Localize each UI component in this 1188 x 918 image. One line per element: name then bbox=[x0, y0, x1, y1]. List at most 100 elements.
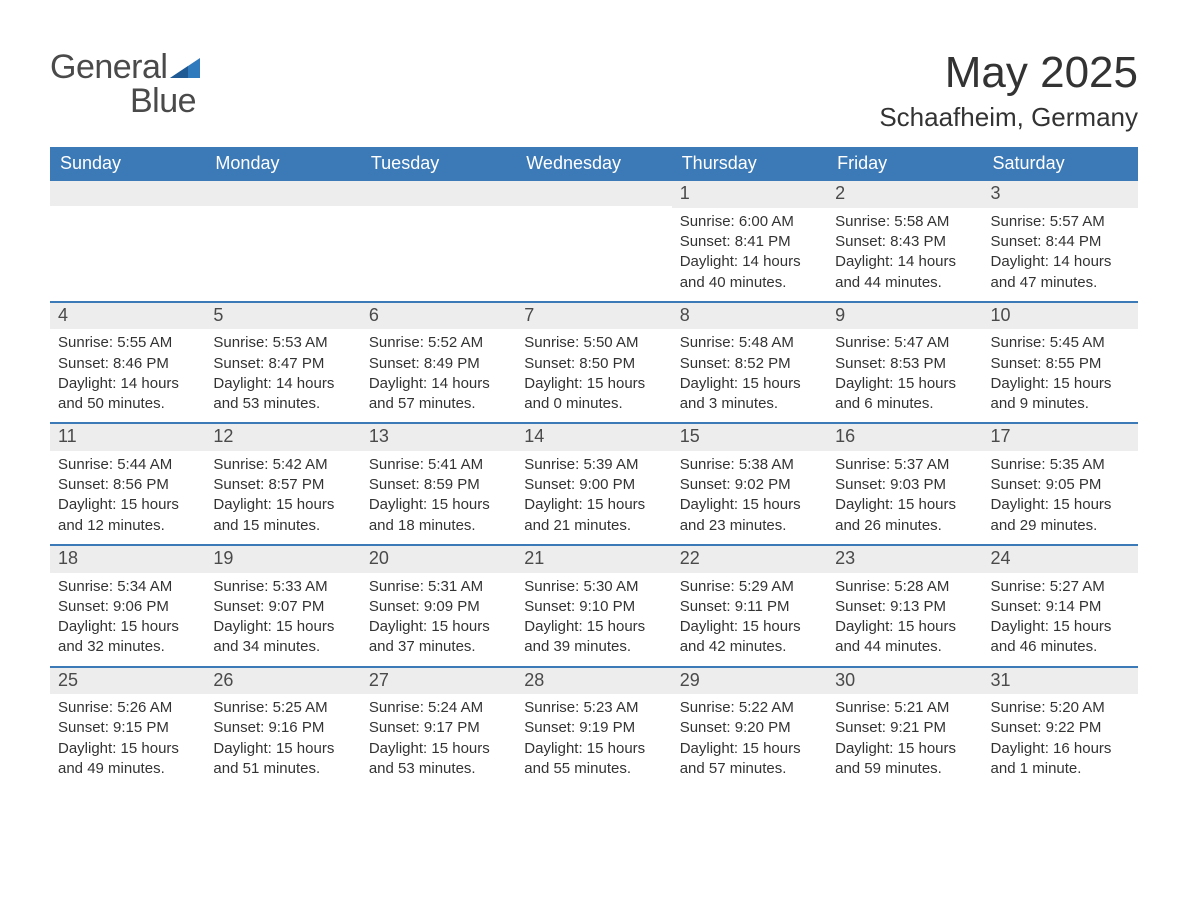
day-body-empty bbox=[361, 206, 516, 296]
day-cell: 31Sunrise: 5:20 AMSunset: 9:22 PMDayligh… bbox=[983, 668, 1138, 788]
daylight-line-2: and 42 minutes. bbox=[680, 637, 819, 657]
daylight-line-1: Daylight: 15 hours bbox=[524, 374, 663, 394]
day-body: Sunrise: 5:45 AMSunset: 8:55 PMDaylight:… bbox=[983, 329, 1138, 422]
day-cell: 12Sunrise: 5:42 AMSunset: 8:57 PMDayligh… bbox=[205, 424, 360, 544]
day-number: 19 bbox=[205, 546, 360, 573]
sunset-line: Sunset: 9:09 PM bbox=[369, 597, 508, 617]
daylight-line-2: and 3 minutes. bbox=[680, 394, 819, 414]
daylight-line-2: and 47 minutes. bbox=[991, 273, 1130, 293]
daylight-line-1: Daylight: 15 hours bbox=[991, 495, 1130, 515]
day-cell: 16Sunrise: 5:37 AMSunset: 9:03 PMDayligh… bbox=[827, 424, 982, 544]
day-cell: 29Sunrise: 5:22 AMSunset: 9:20 PMDayligh… bbox=[672, 668, 827, 788]
day-body: Sunrise: 5:21 AMSunset: 9:21 PMDaylight:… bbox=[827, 694, 982, 787]
sunrise-line: Sunrise: 5:23 AM bbox=[524, 698, 663, 718]
sunrise-line: Sunrise: 5:22 AM bbox=[680, 698, 819, 718]
daylight-line-1: Daylight: 15 hours bbox=[58, 617, 197, 637]
day-number: 5 bbox=[205, 303, 360, 330]
logo-wordmark: General Blue bbox=[50, 50, 200, 118]
daylight-line-2: and 32 minutes. bbox=[58, 637, 197, 657]
day-number: 13 bbox=[361, 424, 516, 451]
sunset-line: Sunset: 8:47 PM bbox=[213, 354, 352, 374]
daylight-line-2: and 29 minutes. bbox=[991, 516, 1130, 536]
day-number: 8 bbox=[672, 303, 827, 330]
sunset-line: Sunset: 9:06 PM bbox=[58, 597, 197, 617]
sunset-line: Sunset: 9:21 PM bbox=[835, 718, 974, 738]
daylight-line-2: and 34 minutes. bbox=[213, 637, 352, 657]
day-cell: 4Sunrise: 5:55 AMSunset: 8:46 PMDaylight… bbox=[50, 303, 205, 423]
day-cell: 7Sunrise: 5:50 AMSunset: 8:50 PMDaylight… bbox=[516, 303, 671, 423]
daylight-line-1: Daylight: 15 hours bbox=[213, 617, 352, 637]
day-cell: 14Sunrise: 5:39 AMSunset: 9:00 PMDayligh… bbox=[516, 424, 671, 544]
logo-text-general: General bbox=[50, 48, 167, 86]
sunset-line: Sunset: 9:17 PM bbox=[369, 718, 508, 738]
day-cell: 3Sunrise: 5:57 AMSunset: 8:44 PMDaylight… bbox=[983, 181, 1138, 301]
daylight-line-2: and 49 minutes. bbox=[58, 759, 197, 779]
day-body: Sunrise: 5:27 AMSunset: 9:14 PMDaylight:… bbox=[983, 573, 1138, 666]
day-number: 29 bbox=[672, 668, 827, 695]
day-body-empty bbox=[516, 206, 671, 296]
sunset-line: Sunset: 8:57 PM bbox=[213, 475, 352, 495]
day-body: Sunrise: 5:50 AMSunset: 8:50 PMDaylight:… bbox=[516, 329, 671, 422]
day-cell: 13Sunrise: 5:41 AMSunset: 8:59 PMDayligh… bbox=[361, 424, 516, 544]
day-body: Sunrise: 5:35 AMSunset: 9:05 PMDaylight:… bbox=[983, 451, 1138, 544]
sunrise-line: Sunrise: 5:26 AM bbox=[58, 698, 197, 718]
day-number: 22 bbox=[672, 546, 827, 573]
daylight-line-1: Daylight: 15 hours bbox=[835, 495, 974, 515]
weekday-header: Saturday bbox=[983, 147, 1138, 181]
daylight-line-2: and 44 minutes. bbox=[835, 273, 974, 293]
day-body: Sunrise: 5:30 AMSunset: 9:10 PMDaylight:… bbox=[516, 573, 671, 666]
sunset-line: Sunset: 8:53 PM bbox=[835, 354, 974, 374]
title-block: May 2025 Schaafheim, Germany bbox=[879, 50, 1138, 133]
day-cell: 22Sunrise: 5:29 AMSunset: 9:11 PMDayligh… bbox=[672, 546, 827, 666]
sunrise-line: Sunrise: 5:37 AM bbox=[835, 455, 974, 475]
sunrise-line: Sunrise: 5:28 AM bbox=[835, 577, 974, 597]
daylight-line-2: and 39 minutes. bbox=[524, 637, 663, 657]
weekday-header: Monday bbox=[205, 147, 360, 181]
daylight-line-1: Daylight: 15 hours bbox=[991, 374, 1130, 394]
sunrise-line: Sunrise: 5:58 AM bbox=[835, 212, 974, 232]
week-row: 11Sunrise: 5:44 AMSunset: 8:56 PMDayligh… bbox=[50, 422, 1138, 544]
day-cell: 21Sunrise: 5:30 AMSunset: 9:10 PMDayligh… bbox=[516, 546, 671, 666]
day-cell: 28Sunrise: 5:23 AMSunset: 9:19 PMDayligh… bbox=[516, 668, 671, 788]
sunrise-line: Sunrise: 5:34 AM bbox=[58, 577, 197, 597]
day-body: Sunrise: 5:58 AMSunset: 8:43 PMDaylight:… bbox=[827, 208, 982, 301]
day-cell: 8Sunrise: 5:48 AMSunset: 8:52 PMDaylight… bbox=[672, 303, 827, 423]
sunset-line: Sunset: 8:41 PM bbox=[680, 232, 819, 252]
daylight-line-1: Daylight: 15 hours bbox=[835, 617, 974, 637]
daylight-line-2: and 21 minutes. bbox=[524, 516, 663, 536]
daylight-line-2: and 51 minutes. bbox=[213, 759, 352, 779]
sunset-line: Sunset: 9:07 PM bbox=[213, 597, 352, 617]
sunrise-line: Sunrise: 6:00 AM bbox=[680, 212, 819, 232]
daylight-line-2: and 57 minutes. bbox=[680, 759, 819, 779]
day-body: Sunrise: 5:28 AMSunset: 9:13 PMDaylight:… bbox=[827, 573, 982, 666]
day-body-empty bbox=[205, 206, 360, 296]
sunrise-line: Sunrise: 5:25 AM bbox=[213, 698, 352, 718]
daylight-line-2: and 37 minutes. bbox=[369, 637, 508, 657]
day-body: Sunrise: 5:44 AMSunset: 8:56 PMDaylight:… bbox=[50, 451, 205, 544]
day-cell: 26Sunrise: 5:25 AMSunset: 9:16 PMDayligh… bbox=[205, 668, 360, 788]
day-number: 15 bbox=[672, 424, 827, 451]
day-number: 23 bbox=[827, 546, 982, 573]
sunrise-line: Sunrise: 5:33 AM bbox=[213, 577, 352, 597]
daylight-line-2: and 15 minutes. bbox=[213, 516, 352, 536]
week-row: 25Sunrise: 5:26 AMSunset: 9:15 PMDayligh… bbox=[50, 666, 1138, 788]
sunset-line: Sunset: 8:55 PM bbox=[991, 354, 1130, 374]
daylight-line-1: Daylight: 14 hours bbox=[369, 374, 508, 394]
day-number: 21 bbox=[516, 546, 671, 573]
daylight-line-1: Daylight: 14 hours bbox=[835, 252, 974, 272]
daylight-line-1: Daylight: 15 hours bbox=[524, 495, 663, 515]
weekday-header: Sunday bbox=[50, 147, 205, 181]
sunset-line: Sunset: 8:50 PM bbox=[524, 354, 663, 374]
sunset-line: Sunset: 8:56 PM bbox=[58, 475, 197, 495]
sunset-line: Sunset: 8:46 PM bbox=[58, 354, 197, 374]
sunrise-line: Sunrise: 5:27 AM bbox=[991, 577, 1130, 597]
daylight-line-2: and 18 minutes. bbox=[369, 516, 508, 536]
day-number: 25 bbox=[50, 668, 205, 695]
sunrise-line: Sunrise: 5:52 AM bbox=[369, 333, 508, 353]
day-cell: 30Sunrise: 5:21 AMSunset: 9:21 PMDayligh… bbox=[827, 668, 982, 788]
day-number: 6 bbox=[361, 303, 516, 330]
day-body: Sunrise: 5:24 AMSunset: 9:17 PMDaylight:… bbox=[361, 694, 516, 787]
day-cell: 27Sunrise: 5:24 AMSunset: 9:17 PMDayligh… bbox=[361, 668, 516, 788]
day-cell: 1Sunrise: 6:00 AMSunset: 8:41 PMDaylight… bbox=[672, 181, 827, 301]
daylight-line-1: Daylight: 14 hours bbox=[991, 252, 1130, 272]
